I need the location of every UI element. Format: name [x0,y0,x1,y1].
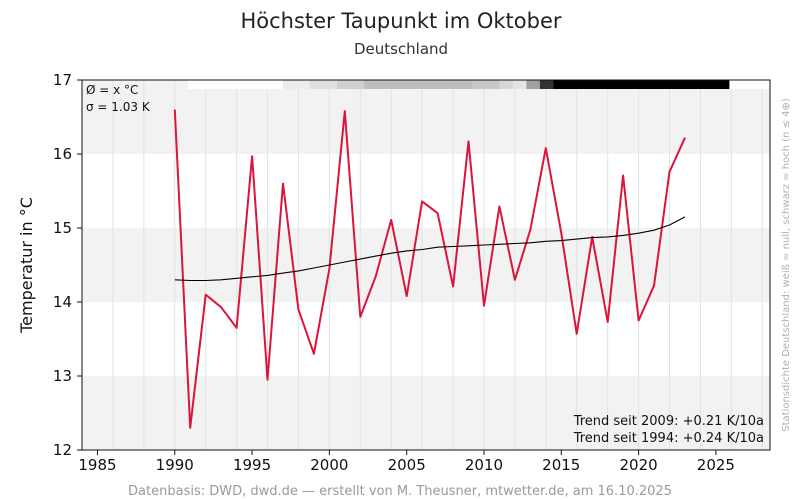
x-tick-label-2000: 2000 [310,456,348,474]
series-line-dewpoint [173,109,686,429]
x-axis-ticks: 1985 1990 1995 2000 2005 2010 2015 2020 2025 [78,450,735,474]
density-segment-0 [188,80,202,89]
mean-label: Ø = x °C [86,83,138,97]
density-segment-27 [553,80,568,89]
density-segment-34 [648,80,663,89]
density-segment-33 [634,80,649,89]
density-segment-40 [729,80,744,89]
density-segment-32 [621,80,636,89]
x-tick-label-2020: 2020 [619,456,657,474]
series-group [173,109,686,429]
band-12 [82,376,770,450]
density-segment-3 [228,80,243,89]
y-axis-ticks: 12 13 14 15 16 17 [53,71,82,459]
sigma-label: σ = 1.03 K [86,100,151,114]
density-segment-30 [594,80,608,89]
chart-subtitle: Deutschland [354,40,448,58]
series-line-trend [174,216,686,282]
density-segment-41 [742,80,757,89]
density-segment-4 [242,80,257,89]
source-note: Datenbasis: DWD, dwd.de — erstellt von M… [128,484,672,499]
y-tick-label-14: 14 [53,293,72,311]
band-15 [82,154,770,228]
density-segment-38 [702,80,717,89]
chart-title: Höchster Taupunkt im Oktober [240,9,561,33]
y-tick-label-17: 17 [53,71,72,89]
density-segment-21 [472,80,487,89]
density-segment-11 [336,80,351,89]
density-segment-9 [309,80,324,89]
y-axis-label: Temperatur in °C [17,197,36,334]
x-tick-label-2005: 2005 [388,456,426,474]
density-segment-28 [566,80,581,89]
density-segment-17 [418,80,433,89]
x-tick-label-1990: 1990 [156,456,194,474]
y-tick-label-13: 13 [53,367,72,385]
density-segment-14 [377,80,392,89]
density-segment-18 [431,80,446,89]
density-segment-39 [715,80,730,89]
density-segment-16 [404,80,419,89]
vertical-gridlines [112,80,763,450]
density-segment-22 [485,80,500,89]
density-segment-2 [215,80,230,89]
density-segment-42 [756,80,771,89]
density-segment-19 [445,80,460,89]
density-segment-25 [526,80,541,89]
y-tick-label-16: 16 [53,145,72,163]
y-tick-label-12: 12 [53,441,72,459]
density-segment-13 [363,80,378,89]
density-segment-37 [688,80,703,89]
station-density-note: Stationsdichte Deutschland: weiß = null,… [781,98,792,432]
y-tick-label-15: 15 [53,219,72,237]
density-segment-12 [350,80,365,89]
plot-frame [81,79,771,451]
x-tick-label-2010: 2010 [465,456,503,474]
density-segment-7 [282,80,297,89]
band-16 [82,80,770,154]
x-tick-label-1995: 1995 [233,456,271,474]
density-segment-36 [675,80,690,89]
density-segment-23 [499,80,514,89]
density-segment-1 [201,80,216,89]
density-segment-26 [539,80,554,89]
density-segment-24 [512,80,527,89]
density-segment-31 [607,80,622,89]
density-segment-35 [661,80,676,89]
density-segment-29 [580,80,595,89]
x-tick-label-1985: 1985 [78,456,116,474]
density-segment-20 [458,80,473,89]
density-segment-6 [269,80,284,89]
density-segment-8 [296,80,311,89]
station-density-bar [188,80,771,89]
band-14 [82,228,770,302]
background-bands [82,80,770,450]
trend-label-1994: Trend seit 1994: +0.24 K/10a [573,431,764,446]
density-segment-5 [255,80,270,89]
x-tick-label-2025: 2025 [697,456,735,474]
trend-label-2009: Trend seit 2009: +0.21 K/10a [573,414,764,429]
x-tick-label-2015: 2015 [542,456,580,474]
density-segment-15 [391,80,405,89]
density-segment-10 [323,80,338,89]
